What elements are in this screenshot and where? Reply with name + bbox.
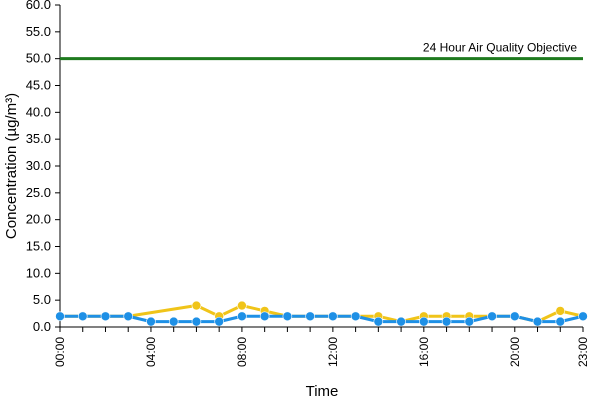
y-tick-label: 5.0 bbox=[33, 292, 51, 307]
series-2-point bbox=[191, 316, 202, 327]
series-1-point bbox=[555, 306, 566, 316]
series-2-point bbox=[146, 316, 156, 327]
series-2-point bbox=[441, 316, 452, 327]
x-tick-label: 16:00 bbox=[417, 337, 431, 367]
x-tick-label: 00:00 bbox=[53, 337, 67, 367]
series-2-point bbox=[509, 311, 520, 322]
series-2-point bbox=[373, 316, 384, 327]
series-2-point bbox=[168, 316, 179, 327]
series-2-point bbox=[419, 316, 429, 327]
series-2-point bbox=[532, 316, 543, 327]
series-2-point bbox=[578, 311, 588, 322]
y-tick-label: 25.0 bbox=[26, 185, 51, 200]
series-2-point bbox=[282, 311, 293, 322]
x-tick-label: 12:00 bbox=[326, 337, 340, 367]
y-tick-label: 55.0 bbox=[26, 24, 51, 39]
series-2-point bbox=[259, 311, 270, 322]
series-1-point bbox=[191, 300, 202, 311]
objective-label: 24 Hour Air Quality Objective bbox=[423, 41, 577, 55]
series-2-point bbox=[328, 311, 338, 322]
y-tick-label: 15.0 bbox=[26, 239, 51, 254]
series-2-point bbox=[396, 316, 406, 327]
y-tick-label: 30.0 bbox=[26, 158, 51, 173]
series-2-point bbox=[350, 311, 361, 322]
x-tick-label: 08:00 bbox=[235, 337, 249, 367]
x-tick-label: 20:00 bbox=[508, 337, 522, 367]
series-2-point bbox=[305, 311, 315, 322]
series-2-line bbox=[60, 314, 584, 324]
series-2-point bbox=[487, 311, 497, 322]
y-axis-title: Concentration (µg/m³) bbox=[3, 93, 20, 239]
series-2-point bbox=[237, 311, 247, 322]
y-tick-label: 45.0 bbox=[26, 78, 51, 93]
y-tick-label: 40.0 bbox=[26, 104, 51, 119]
y-tick-label: 20.0 bbox=[26, 212, 51, 227]
plot-area: 0.0 5.0 10.0 15.0 20.0 25.0 30.0 35.0 40.0 45.0 50… bbox=[26, 0, 590, 367]
y-tick-label: 0.0 bbox=[33, 319, 51, 334]
x-tick-label: 23:00 bbox=[576, 337, 590, 367]
series-2-point bbox=[555, 316, 566, 327]
y-tick-label: 50.0 bbox=[26, 51, 51, 66]
x-axis-title: Time bbox=[306, 383, 339, 400]
series-2-point bbox=[123, 311, 134, 322]
y-tick-label: 10.0 bbox=[26, 265, 51, 280]
series-2-point bbox=[55, 311, 65, 322]
y-tick-label: 60.0 bbox=[26, 0, 51, 12]
y-tick-label: 35.0 bbox=[26, 131, 51, 146]
series-2-point bbox=[214, 316, 224, 327]
series-2-point bbox=[464, 316, 475, 327]
series-2-point bbox=[100, 311, 111, 322]
x-tick-label: 04:00 bbox=[144, 337, 158, 367]
series-2-point bbox=[77, 311, 88, 322]
series-1-point bbox=[237, 300, 247, 311]
